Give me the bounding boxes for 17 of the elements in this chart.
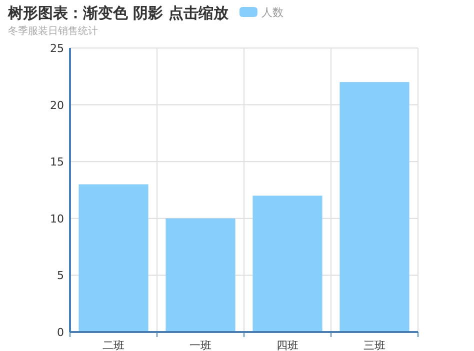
y-tick-label: 10 — [50, 212, 64, 226]
chart-subtitle: 冬季服装日销售统计 — [8, 25, 98, 37]
bar — [340, 82, 410, 332]
x-tick-label: 二班 — [102, 339, 124, 351]
bar — [252, 196, 322, 332]
bar — [166, 218, 236, 332]
x-tick-label: 一班 — [190, 339, 212, 351]
bar — [78, 184, 148, 332]
legend-label: 人数 — [261, 6, 284, 19]
y-tick-label: 25 — [50, 42, 64, 55]
x-tick-label: 三班 — [364, 339, 386, 351]
y-tick-label: 20 — [50, 98, 64, 112]
chart-title: 树形图表：渐变色 阴影 点击缩放 — [7, 4, 230, 22]
x-tick-label: 四班 — [276, 339, 298, 351]
y-tick-label: 0 — [57, 326, 64, 339]
y-tick-label: 15 — [50, 156, 64, 169]
y-tick-label: 5 — [57, 269, 64, 282]
